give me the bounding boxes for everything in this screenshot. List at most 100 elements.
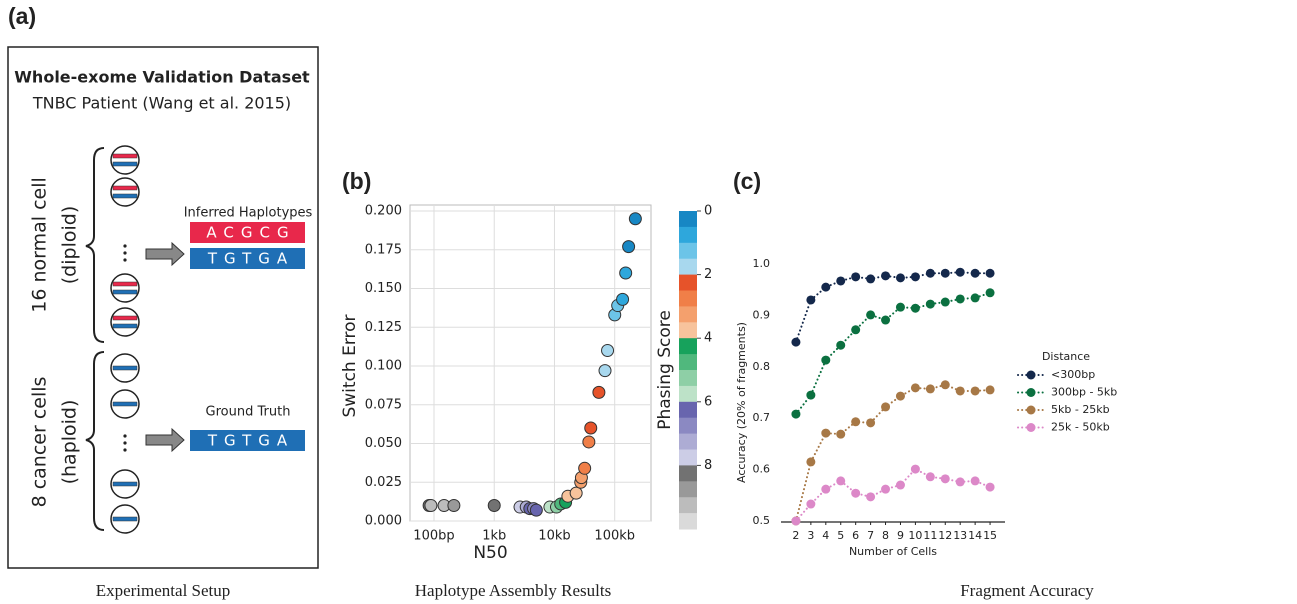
point	[881, 315, 891, 325]
point	[424, 499, 438, 512]
y-tick-label: 0.150	[365, 281, 402, 296]
diagram-subtitle: TNBC Patient (Wang et al. 2015)	[32, 94, 291, 113]
colorbar-tick-label: 4	[704, 331, 712, 346]
x-tick-label: 10kb	[538, 529, 570, 544]
colorbar-block	[679, 274, 697, 291]
colorbar-block	[679, 338, 697, 355]
setup-diagram: Whole-exome Validation Dataset TNBC Pati…	[7, 46, 319, 569]
point	[970, 268, 980, 278]
point	[836, 476, 846, 486]
output-label: Inferred Haplotypes	[184, 206, 313, 221]
ellipsis-dot	[123, 258, 127, 262]
point	[806, 499, 816, 509]
colorbar-tick-label: 0	[704, 204, 712, 219]
colorbar-block	[679, 513, 697, 530]
colorbar-block	[679, 465, 697, 482]
y-tick-label: 0.6	[753, 463, 771, 476]
panel-label: (c)	[733, 168, 761, 194]
point	[487, 499, 501, 512]
colorbar-block	[679, 354, 697, 371]
sequence-box	[190, 248, 305, 269]
x-axis-label: N50	[473, 543, 507, 563]
point	[866, 492, 876, 502]
point	[940, 268, 950, 278]
point	[628, 212, 642, 226]
point	[895, 273, 905, 283]
chromosome	[112, 185, 138, 191]
point	[910, 383, 920, 393]
y-tick-label: 0.9	[753, 308, 771, 321]
x-axis-label: Number of Cells	[849, 545, 937, 558]
x-tick-label: 10	[908, 529, 922, 542]
output-label: Ground Truth	[206, 405, 291, 420]
point	[851, 417, 861, 427]
arrow	[145, 427, 185, 453]
chromosome	[112, 481, 138, 487]
y-tick-label: 0.000	[365, 514, 402, 529]
legend-marker	[1026, 423, 1036, 432]
chromosome	[112, 401, 138, 407]
point	[622, 240, 636, 254]
cells	[110, 145, 140, 534]
caption: Fragment Accuracy	[960, 581, 1094, 600]
colorbar-block	[679, 226, 697, 244]
y-tick-label: 0.100	[365, 359, 402, 374]
brace	[85, 147, 105, 343]
point	[569, 486, 583, 500]
legend-label: 25k - 50kb	[1051, 421, 1110, 434]
y-tick-label: 0.7	[753, 411, 771, 424]
point	[836, 340, 846, 350]
colorbar-block	[679, 370, 697, 387]
colorbar-block	[679, 385, 697, 403]
legend-marker	[1026, 388, 1036, 397]
y-tick-label: 0.125	[365, 320, 402, 335]
colorbar-tick-label: 2	[704, 267, 712, 282]
point	[806, 295, 816, 305]
chromosome	[112, 193, 138, 199]
panel-label: (b)	[342, 168, 371, 194]
colorbar-block	[679, 449, 697, 466]
point	[529, 503, 543, 517]
plot-area	[409, 204, 652, 522]
y-tick-label: 0.025	[365, 475, 402, 490]
point	[851, 272, 861, 282]
point	[940, 380, 950, 390]
point	[925, 472, 935, 482]
point	[791, 337, 801, 347]
x-tick-label: 9	[897, 529, 904, 542]
group-label: (diploid)	[59, 206, 81, 284]
colorbar-tick-label: 6	[704, 394, 712, 409]
point	[851, 325, 861, 335]
x-tick-label: 2	[792, 529, 799, 542]
point	[836, 276, 846, 286]
legend-title: Distance	[1042, 350, 1090, 363]
point	[601, 344, 615, 357]
point	[925, 384, 935, 394]
colorbar-block	[679, 290, 697, 307]
legend-label: 5kb - 25kb	[1051, 403, 1110, 416]
point	[616, 292, 630, 306]
cell	[110, 273, 140, 303]
chromosome	[112, 323, 138, 329]
legend-label: <300bp	[1051, 368, 1095, 381]
colorbar-block	[679, 481, 697, 498]
point	[940, 474, 950, 484]
point	[925, 299, 935, 309]
point	[955, 477, 965, 487]
colorbar-block	[679, 306, 697, 323]
caption: Experimental Setup	[96, 581, 231, 600]
series-line	[794, 383, 992, 522]
y-axis-label: Accuracy (20% of fragments)	[735, 322, 748, 483]
point	[985, 385, 995, 395]
y-tick-label: 0.175	[365, 242, 402, 257]
point	[925, 268, 935, 278]
legend-marker	[1026, 405, 1036, 415]
x-tick-label: 8	[882, 529, 889, 542]
y-tick-label: 0.5	[753, 514, 771, 527]
x-tick-label: 5	[837, 529, 844, 542]
point	[821, 428, 831, 438]
point	[910, 464, 920, 474]
point	[955, 294, 965, 304]
cell	[110, 307, 140, 337]
